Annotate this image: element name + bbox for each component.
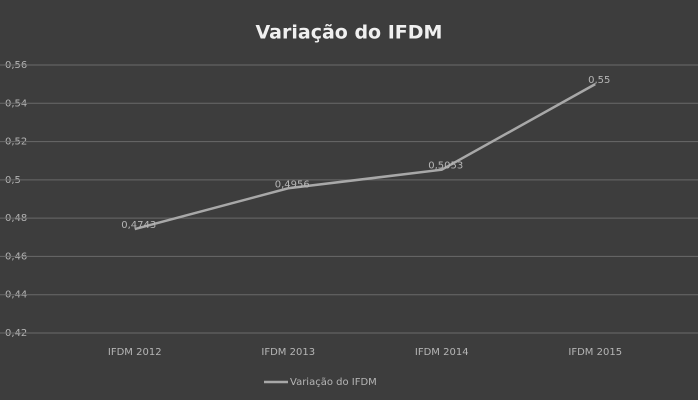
x-tick-label: IFDM 2013	[261, 347, 315, 358]
x-tick-label: IFDM 2014	[415, 347, 469, 358]
data-line	[134, 83, 596, 231]
x-tick-label: IFDM 2012	[108, 347, 162, 358]
legend-label: Variação do IFDM	[290, 377, 377, 388]
data-label: 0,4743	[121, 220, 156, 231]
x-tick-label: IFDM 2015	[568, 347, 622, 358]
data-label: 0,55	[588, 75, 610, 86]
data-label: 0,5053	[428, 161, 463, 172]
chart-title: Variação do IFDM	[256, 22, 443, 44]
data-label: 0,4956	[275, 179, 310, 190]
